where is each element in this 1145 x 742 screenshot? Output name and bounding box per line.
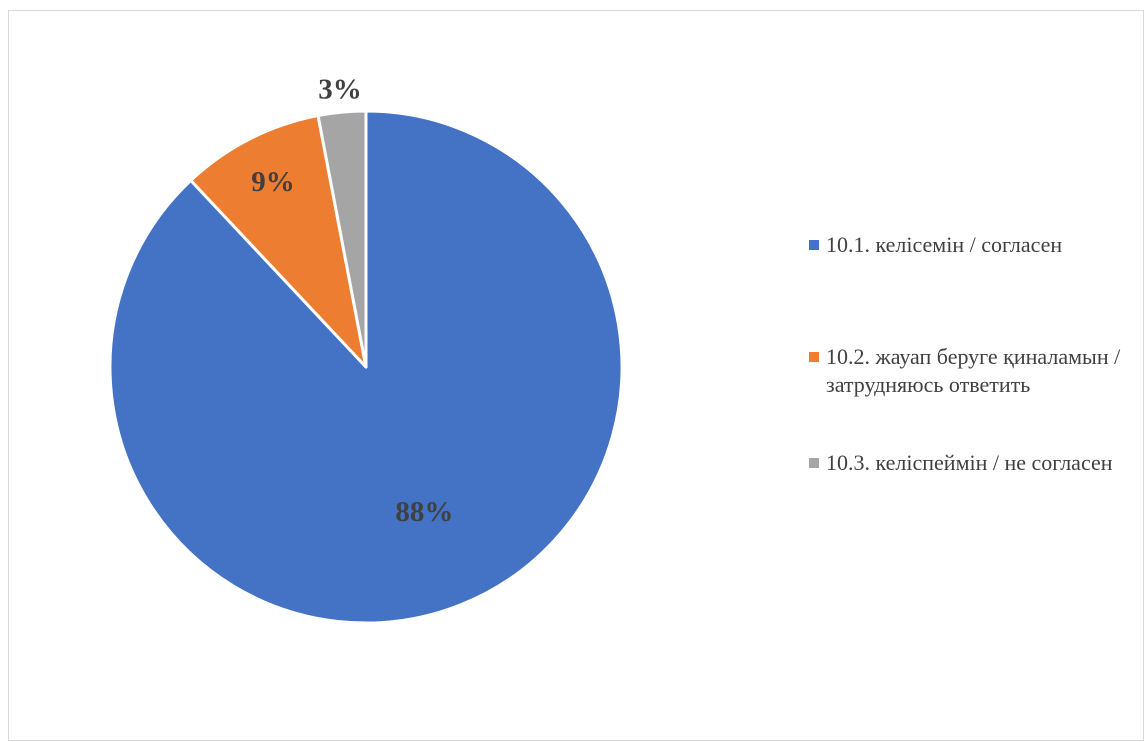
data-label-1: 88% xyxy=(395,496,453,528)
data-label-2: 9% xyxy=(251,166,295,198)
legend-item-1: 10.1. келісемін / согласен xyxy=(809,231,1126,259)
chart-frame: 88% 9% 3% 10.1. келісемін / согласен 10.2.… xyxy=(8,10,1144,741)
legend-swatch-1 xyxy=(809,240,819,250)
pie-slice-2 xyxy=(189,114,368,369)
data-label-3: 3% xyxy=(318,73,362,105)
legend-item-3: 10.3. келіспеймін / не согласен xyxy=(809,449,1126,477)
legend-label-2: 10.2. жауап беруге қиналамын / затрудняю… xyxy=(826,344,1121,397)
pie-slices xyxy=(108,109,624,625)
legend-swatch-2 xyxy=(809,352,819,362)
legend-item-2: 10.2. жауап беруге қиналамын / затрудняю… xyxy=(809,343,1126,399)
legend-label-3: 10.3. келіспеймін / не согласен xyxy=(826,450,1113,475)
legend-swatch-3 xyxy=(809,458,819,468)
pie-slice-3 xyxy=(316,109,368,369)
pie-data-labels: 88% 9% 3% xyxy=(251,73,453,528)
pie-chart: 88% 9% 3% xyxy=(108,73,624,625)
legend-label-1: 10.1. келісемін / согласен xyxy=(826,232,1063,257)
